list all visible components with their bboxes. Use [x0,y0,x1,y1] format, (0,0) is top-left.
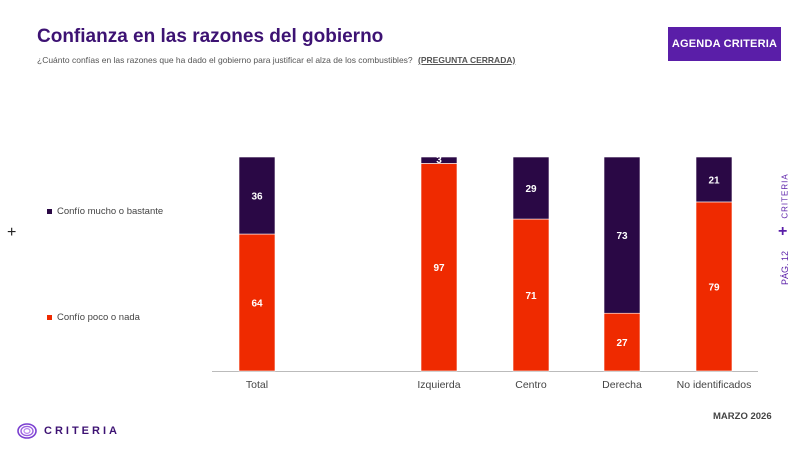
legend-label-confio-poco: Confío poco o nada [57,312,140,323]
legend-label-confio-mucho: Confío mucho o bastante [57,206,164,217]
data-label-derecha-confio-mucho-o-bastante: 73 [616,231,628,242]
data-label-no-identificados-confio-mucho-o-bastante: 21 [708,175,720,186]
subtitle-tag: (PREGUNTA CERRADA) [418,55,516,65]
legend-swatch-confio-poco [47,315,52,320]
data-label-centro-confio-mucho-o-bastante: 29 [525,184,537,195]
data-label-total-confio-poco-o-nada: 64 [251,299,263,310]
page-number: PÁG. 12 [780,250,790,286]
data-label-no-identificados-confio-poco-o-nada: 79 [708,282,720,293]
x-tick-label-centro: Centro [515,379,547,391]
x-tick-label-derecha: Derecha [602,379,642,391]
bar-derecha-confio-mucho-o-bastante [603,156,641,314]
bar-centro-confio-mucho-o-bastante [512,156,550,220]
page-subtitle: ¿Cuánto confías en las razones que ha da… [37,55,515,65]
bar-total-confio-mucho-o-bastante [238,156,276,235]
plus-icon-left: + [7,224,17,241]
criteria-logo-icon [17,423,37,439]
data-label-izquierda-confio-mucho-o-bastante: 3 [436,155,442,166]
bar-izquierda-confio-mucho-o-bastante [420,156,458,164]
bar-centro-confio-poco-o-nada [512,218,550,372]
plus-icon-right: + [778,223,788,240]
page-title: Confianza en las razones del gobierno [37,26,384,47]
data-label-derecha-confio-poco-o-nada: 27 [616,338,628,349]
bar-no-identificados-confio-mucho-o-bastante [695,156,733,203]
logo-text: CRITERIA [44,425,120,437]
data-label-izquierda-confio-poco-o-nada: 97 [433,263,445,274]
data-label-total-confio-mucho-o-bastante: 36 [251,192,263,203]
x-tick-label-no-identificados: No identificados [677,379,752,391]
legend-item-confio-mucho: Confío mucho o bastante [47,206,163,217]
bar-no-identificados-confio-poco-o-nada [695,201,733,372]
agenda-criteria-button[interactable]: AGENDA CRITERIA [668,27,781,61]
report-date: MARZO 2026 [713,411,772,422]
criteria-logo: CRITERIA [16,421,120,441]
x-tick-label-total: Total [246,379,268,391]
x-tick-label-izquierda: Izquierda [417,379,460,391]
side-brand-label: CRITERIA [780,173,790,219]
subtitle-question: ¿Cuánto confías en las razones que ha da… [37,55,413,65]
legend-item-confio-poco: Confío poco o nada [47,312,140,323]
bar-izquierda-confio-poco-o-nada [420,163,458,372]
bar-derecha-confio-poco-o-nada [603,312,641,372]
legend-swatch-confio-mucho [47,209,52,214]
data-label-centro-confio-poco-o-nada: 71 [525,291,537,302]
